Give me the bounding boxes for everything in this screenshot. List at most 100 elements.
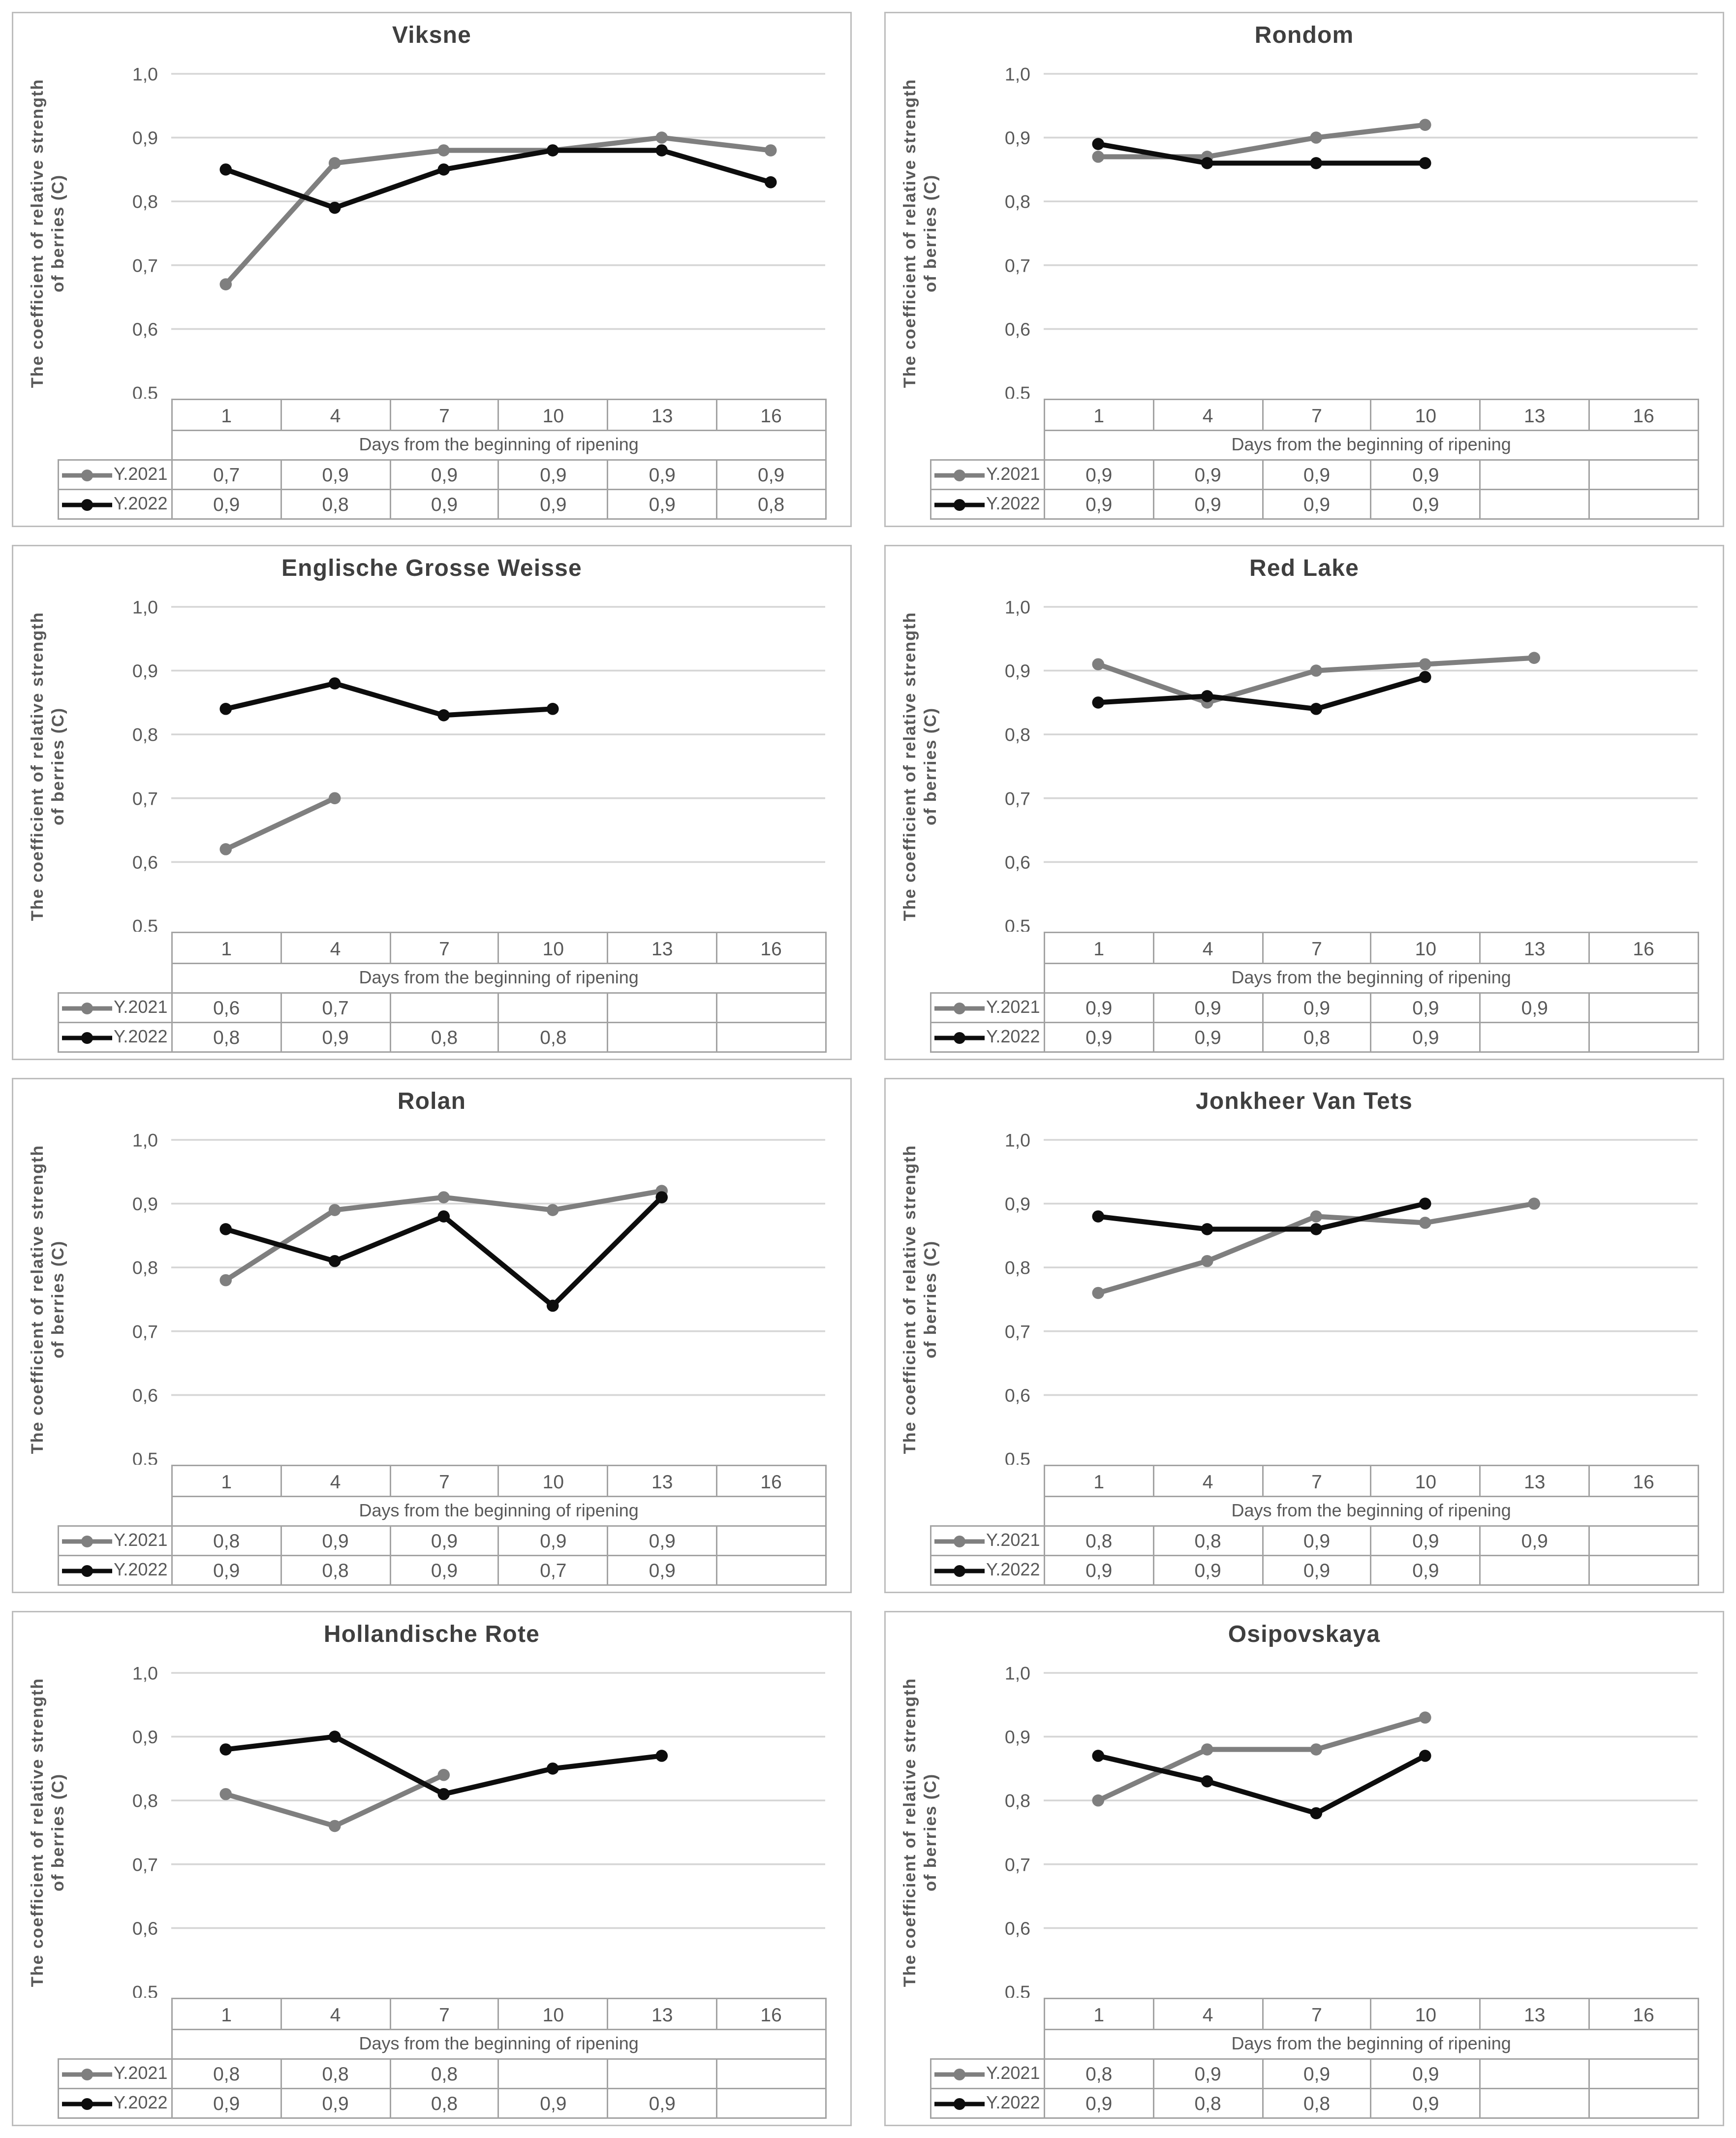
- value-cell: [715, 2058, 827, 2089]
- data-point-marker: [1201, 1743, 1213, 1756]
- series-row-y-2022: Y.2022 0,9 0,8 0,8 0,9: [930, 2088, 1699, 2119]
- value-cell: 0,9: [1261, 992, 1372, 1023]
- value-cell: [1588, 489, 1699, 520]
- legend-line-marker-icon: [934, 1003, 985, 1014]
- data-point-marker: [1419, 1197, 1431, 1210]
- day-header-cell: 7: [1261, 1465, 1372, 1497]
- series-line: [223, 795, 338, 852]
- series-y-2021: [1092, 652, 1541, 709]
- legend-cell: Y.2021: [58, 992, 173, 1023]
- series-row-y-2021: Y.2021 0,8 0,8 0,8: [58, 2058, 827, 2089]
- series-y-2022: [219, 144, 777, 214]
- series-row-y-2022: Y.2022 0,9 0,9 0,8 0,9: [930, 1022, 1699, 1053]
- value-cell: 0,7: [280, 992, 391, 1023]
- day-header-row: 1 4 7 10 13 16: [58, 399, 827, 431]
- data-point-marker: [546, 1204, 559, 1216]
- y-tick-label: 0,8: [1005, 191, 1030, 212]
- day-header-cell: 1: [171, 932, 282, 964]
- line-chart-svg: 1,0 0,9 0,8 0,7 0,6 0,5 The coefficient of rel…: [28, 1663, 825, 1998]
- value-cell: [715, 1555, 827, 1586]
- value-cell: [1479, 2058, 1590, 2089]
- value-cell: [1479, 459, 1590, 490]
- y-tick-label: 0,9: [1005, 1194, 1030, 1214]
- x-axis-label-cell: Days from the beginning of ripening: [171, 2029, 827, 2060]
- data-point-marker: [1201, 1255, 1213, 1267]
- chart-panel-englische-grosse-weisse: Englische Grosse Weisse 1,0 0,9 0,8 0,7 0,6 0…: [12, 545, 852, 1060]
- value-cell: 0,9: [1370, 1555, 1481, 1586]
- legend-line-marker-icon: [62, 1536, 112, 1547]
- value-cell: [1479, 489, 1590, 520]
- series-y-2021: [1092, 119, 1431, 163]
- series-y-2022: [219, 677, 559, 722]
- y-tick-labels: 1,0 0,9 0,8 0,7 0,6 0,5: [132, 1130, 158, 1465]
- data-point-marker: [1092, 1210, 1105, 1223]
- legend-label: Y.2021: [986, 997, 1040, 1017]
- line-chart-svg: 1,0 0,9 0,8 0,7 0,6 0,5 The coefficient of rel…: [28, 1130, 825, 1465]
- legend-line-marker-icon: [62, 1032, 112, 1044]
- value-cell: 0,9: [1152, 1555, 1263, 1586]
- value-cell: 0,9: [1044, 1022, 1154, 1053]
- day-header-row: 1 4 7 10 13 16: [930, 1998, 1699, 2030]
- y-tick-labels: 1,0 0,9 0,8 0,7 0,6 0,5: [132, 64, 158, 399]
- series-y-2021: [219, 792, 341, 855]
- value-cell: 0,8: [280, 489, 391, 520]
- value-cell: 0,8: [280, 2058, 391, 2089]
- y-tick-label: 0,9: [132, 660, 158, 681]
- chart-panel-rolan: Rolan 1,0 0,9 0,8 0,7 0,6 0,5 The coefficient …: [12, 1078, 852, 1593]
- data-point-marker: [437, 163, 450, 176]
- legend-label: Y.2022: [114, 493, 168, 514]
- value-cell: 0,8: [498, 1022, 609, 1053]
- series-line: [223, 135, 774, 287]
- legend-cell: Y.2022: [58, 489, 173, 520]
- legend-line-marker-icon: [934, 499, 985, 511]
- day-header-cell: 13: [1479, 932, 1590, 964]
- spacer-cell: [930, 963, 1045, 993]
- y-tick-label: 0,5: [132, 916, 158, 932]
- value-cell: 0,8: [280, 1555, 391, 1586]
- data-point-marker: [1092, 658, 1105, 670]
- value-cell: [389, 992, 500, 1023]
- series-row-y-2021: Y.2021 0,7 0,9 0,9 0,9 0,9 0,9: [58, 459, 827, 490]
- x-axis-label-row: Days from the beginning of ripening: [930, 430, 1699, 461]
- y-axis-title-line: of berries (C): [49, 1773, 67, 1891]
- data-point-marker: [1310, 1223, 1323, 1235]
- chart-title: Rondom: [1254, 24, 1354, 49]
- value-cell: 0,9: [1044, 459, 1154, 490]
- legend-label: Y.2021: [986, 464, 1040, 484]
- y-axis-title-line: The coefficient of relative strength: [28, 79, 47, 388]
- data-point-marker: [1310, 1210, 1323, 1223]
- data-point-marker: [437, 144, 450, 157]
- value-cell: 0,8: [1261, 2088, 1372, 2119]
- day-header-cell: 13: [607, 932, 717, 964]
- line-chart-svg: 1,0 0,9 0,8 0,7 0,6 0,5 The coefficient of rel…: [900, 597, 1698, 932]
- line-chart-svg: 1,0 0,9 0,8 0,7 0,6 0,5 The coefficient of rel…: [900, 64, 1698, 399]
- legend-line-marker-icon: [934, 2069, 985, 2080]
- y-tick-label: 0,7: [132, 1854, 158, 1875]
- data-point-marker: [328, 792, 341, 805]
- day-header-cell: 13: [1479, 1998, 1590, 2030]
- table-body: 1 4 7 10 13 16 Days from the beginning of ripe…: [930, 399, 1699, 520]
- legend-cell: Y.2022: [930, 2088, 1045, 2119]
- value-cell: 0,8: [715, 489, 827, 520]
- value-cell: 0,9: [1044, 2088, 1154, 2119]
- day-header-cell: 13: [1479, 399, 1590, 431]
- x-axis-label-cell: Days from the beginning of ripening: [171, 963, 827, 994]
- chart-data-table: 1 4 7 10 13 16 Days from the beginning of ripe…: [930, 932, 1699, 1053]
- data-point-marker: [1310, 703, 1323, 715]
- y-tick-label: 0,9: [1005, 127, 1030, 148]
- y-tick-label: 0,6: [1005, 1385, 1030, 1406]
- legend-label: Y.2021: [114, 997, 168, 1017]
- day-header-cell: 4: [280, 399, 391, 431]
- y-tick-label: 0,5: [132, 383, 158, 399]
- value-cell: 0,9: [1261, 2058, 1372, 2089]
- y-tick-label: 1,0: [132, 597, 158, 618]
- chart-panel-hollandische-rote: Hollandische Rote 1,0 0,9 0,8 0,7 0,6 0,5 The …: [12, 1611, 852, 2126]
- data-point-marker: [546, 1762, 559, 1775]
- data-point-marker: [328, 677, 341, 690]
- data-point-marker: [328, 1204, 341, 1216]
- value-cell: [715, 1525, 827, 1556]
- series-line: [1095, 122, 1428, 159]
- spacer-cell: [930, 430, 1045, 460]
- data-point-marker: [1092, 696, 1105, 709]
- series-y-2022: [1092, 1197, 1431, 1235]
